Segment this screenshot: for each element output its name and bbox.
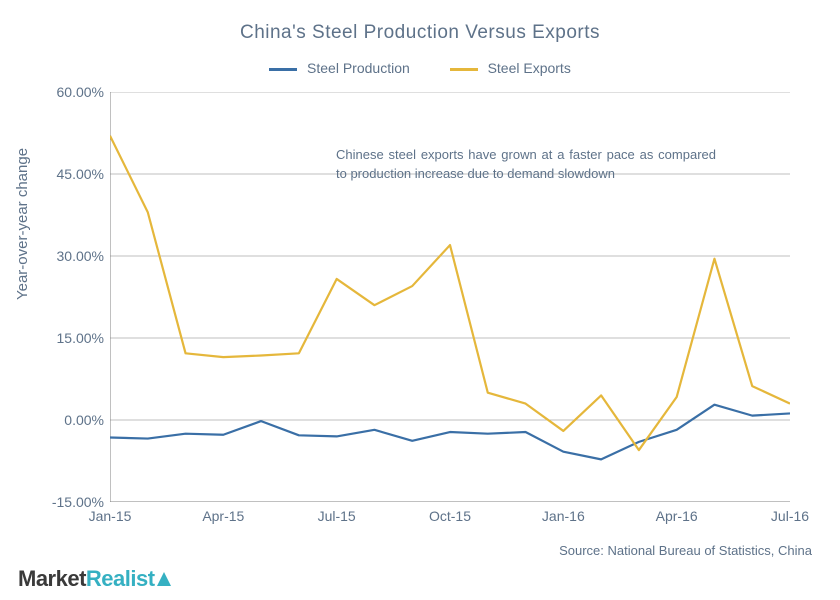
legend-label-exports: Steel Exports <box>488 60 571 76</box>
logo-accent: Realist <box>86 566 155 591</box>
marketrealist-logo: MarketRealist <box>18 566 171 592</box>
legend-item-production: Steel Production <box>269 60 410 76</box>
legend-swatch-exports <box>450 68 478 71</box>
series-line <box>110 405 790 460</box>
x-tick-label: Jul-16 <box>771 508 809 524</box>
x-tick-label: Jan-16 <box>542 508 585 524</box>
x-tick-label: Apr-16 <box>656 508 698 524</box>
annotation-text: Chinese steel exports have grown at a fa… <box>336 146 716 184</box>
chart-title: China's Steel Production Versus Exports <box>0 22 840 44</box>
x-tick-label: Jan-15 <box>89 508 132 524</box>
y-tick-label: 0.00% <box>34 412 104 428</box>
chart-frame: China's Steel Production Versus Exports … <box>0 0 840 600</box>
logo-triangle-icon <box>157 572 171 586</box>
x-tick-label: Jul-15 <box>318 508 356 524</box>
logo-main: Market <box>18 566 86 591</box>
y-tick-label: 60.00% <box>34 84 104 100</box>
source-attribution: Source: National Bureau of Statistics, C… <box>559 543 812 558</box>
legend: Steel Production Steel Exports <box>0 60 840 76</box>
x-tick-label: Apr-15 <box>202 508 244 524</box>
x-tick-label: Oct-15 <box>429 508 471 524</box>
y-tick-label: 30.00% <box>34 248 104 264</box>
y-tick-label: 15.00% <box>34 330 104 346</box>
legend-label-production: Steel Production <box>307 60 410 76</box>
legend-swatch-production <box>269 68 297 71</box>
y-axis-label: Year-over-year change <box>14 148 31 300</box>
y-tick-label: 45.00% <box>34 166 104 182</box>
legend-item-exports: Steel Exports <box>450 60 571 76</box>
